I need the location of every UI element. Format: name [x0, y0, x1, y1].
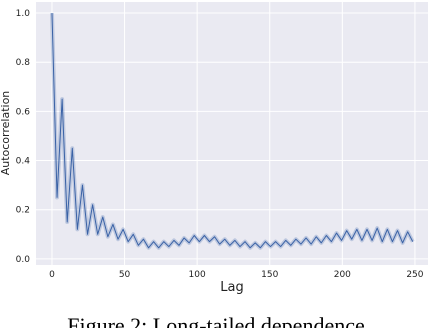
y-tick-label: 1.0 — [16, 9, 31, 19]
x-tick-label: 100 — [189, 270, 206, 280]
x-tick-label: 200 — [334, 270, 351, 280]
caption: Figure 2: Long-tailed dependence — [67, 313, 365, 328]
x-tick-label: 50 — [119, 270, 131, 280]
y-tick-label: 0.0 — [16, 255, 31, 265]
x-tick-label: 150 — [261, 270, 278, 280]
y-tick-label: 0.4 — [16, 157, 31, 167]
line — [51, 13, 414, 249]
y-tick-label: 0.6 — [16, 107, 31, 117]
y-axis-label: Autocorrelation — [0, 91, 12, 176]
x-tick-label: 0 — [49, 270, 55, 280]
x-axis-label: Lag — [220, 280, 243, 295]
y-tick-label: 0.2 — [16, 206, 30, 216]
x-tick-label: 250 — [406, 270, 423, 280]
y-tick-label: 0.8 — [16, 58, 31, 68]
